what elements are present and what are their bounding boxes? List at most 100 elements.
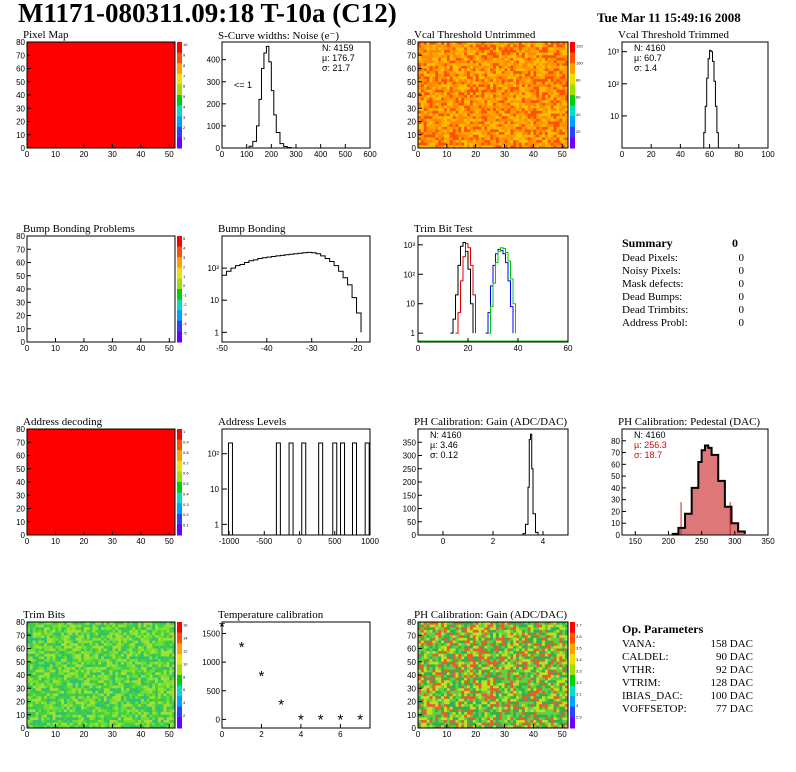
- heatmap-cell: [478, 137, 482, 141]
- heatmap-cell: [498, 145, 502, 149]
- heatmap-cell: [163, 701, 167, 705]
- heatmap-cell: [455, 97, 459, 101]
- heatmap-cell: [61, 622, 65, 625]
- heatmap-cell: [521, 79, 526, 83]
- heatmap-cell: [29, 637, 33, 641]
- heatmap-cell: [166, 704, 170, 708]
- heatmap-cell: [550, 622, 554, 625]
- heatmap-cell: [72, 685, 76, 689]
- heatmap-cell: [81, 672, 85, 676]
- heatmap-cell: [550, 102, 554, 106]
- heatmap-cell: [481, 105, 485, 109]
- heatmap-cell: [449, 629, 453, 633]
- heatmap-cell: [69, 677, 73, 681]
- heatmap-cell: [106, 680, 110, 684]
- heatmap-cell: [120, 632, 125, 636]
- heatmap-cell: [160, 690, 164, 694]
- heatmap-cell: [435, 637, 439, 641]
- x-tick-label: -50: [216, 344, 228, 353]
- heatmap-cell: [547, 89, 551, 93]
- heatmap-cell: [32, 680, 36, 684]
- heatmap-cell: [452, 110, 456, 114]
- heatmap-cell: [510, 89, 514, 93]
- heatmap-cell: [129, 709, 133, 713]
- heatmap-cell: [89, 648, 93, 652]
- heatmap-cell: [160, 648, 164, 652]
- heatmap-cell: [490, 110, 494, 114]
- heatmap-cell: [38, 656, 42, 660]
- heatmap-cell: [441, 79, 445, 83]
- heatmap-cell: [461, 95, 465, 98]
- heatmap-cell: [64, 627, 68, 631]
- heatmap-cell: [66, 677, 70, 681]
- heatmap-cell: [435, 68, 439, 72]
- heatmap-cell: [510, 52, 514, 56]
- heatmap-cell: [132, 640, 136, 644]
- heatmap-cell: [126, 645, 130, 649]
- heatmap-cell: [418, 92, 422, 96]
- heatmap-cell: [553, 76, 557, 80]
- heatmap-cell: [157, 680, 162, 684]
- heatmap-cell: [143, 635, 147, 639]
- heatmap-cell: [55, 656, 59, 660]
- heatmap-cell: [72, 677, 76, 681]
- heatmap-cell: [553, 126, 557, 130]
- heatmap-cell: [81, 690, 85, 694]
- heatmap-cell: [152, 685, 156, 689]
- heatmap-cell: [44, 656, 48, 660]
- heatmap-cell: [438, 110, 442, 114]
- heatmap-cell: [461, 65, 465, 69]
- heatmap-cell: [101, 677, 105, 681]
- heatmap-cell: [507, 84, 511, 88]
- heatmap-cell: [521, 627, 526, 631]
- heatmap-cell: [446, 87, 451, 90]
- heatmap-cell: [446, 126, 451, 130]
- heatmap-cell: [501, 89, 505, 93]
- x-tick-label: 40: [529, 150, 538, 159]
- heatmap-cell: [435, 105, 439, 109]
- heatmap-cell: [140, 659, 144, 663]
- heatmap-cell: [429, 121, 433, 125]
- heatmap-cell: [559, 52, 563, 56]
- heatmap-cell: [132, 624, 136, 628]
- heatmap-cell: [157, 704, 162, 708]
- heatmap-cell: [481, 87, 485, 90]
- heatmap-cell: [69, 661, 73, 665]
- heatmap-cell: [29, 664, 33, 668]
- heatmap-cell: [446, 102, 451, 106]
- heatmap-cell: [160, 661, 164, 665]
- heatmap-cell: [95, 722, 99, 726]
- heatmap-cell: [78, 720, 82, 723]
- heatmap-cell: [544, 84, 549, 88]
- heatmap-cell: [95, 651, 99, 655]
- palette-tick-label: 0.8: [183, 450, 189, 455]
- heatmap-cell: [132, 627, 136, 631]
- heatmap-cell: [75, 720, 79, 723]
- heatmap-cell: [498, 63, 502, 67]
- heatmap-cell: [120, 661, 125, 665]
- data-point: *: [239, 639, 245, 656]
- heatmap-cell: [155, 643, 159, 647]
- heatmap-cell: [166, 632, 170, 636]
- heatmap-cell: [544, 134, 549, 138]
- heatmap-cell: [155, 706, 159, 710]
- heatmap-cell: [449, 624, 453, 628]
- heatmap-cell: [81, 675, 85, 678]
- heatmap-cell: [542, 47, 546, 51]
- heatmap-cell: [157, 717, 162, 721]
- heatmap-cell: [163, 714, 167, 718]
- heatmap-cell: [89, 640, 93, 644]
- heatmap-cell: [61, 690, 65, 694]
- heatmap-cell: [446, 105, 451, 109]
- heatmap-cell: [69, 680, 73, 684]
- heatmap-cell: [536, 92, 540, 96]
- heatmap-cell: [95, 706, 99, 710]
- heatmap-cell: [138, 651, 142, 655]
- heatmap-cell: [501, 637, 505, 641]
- heatmap-cell: [518, 132, 523, 136]
- heatmap-cell: [542, 132, 546, 136]
- heatmap-cell: [95, 677, 99, 681]
- heatmap-cell: [533, 110, 537, 114]
- heatmap-cell: [565, 84, 569, 88]
- heatmap-cell: [467, 60, 471, 64]
